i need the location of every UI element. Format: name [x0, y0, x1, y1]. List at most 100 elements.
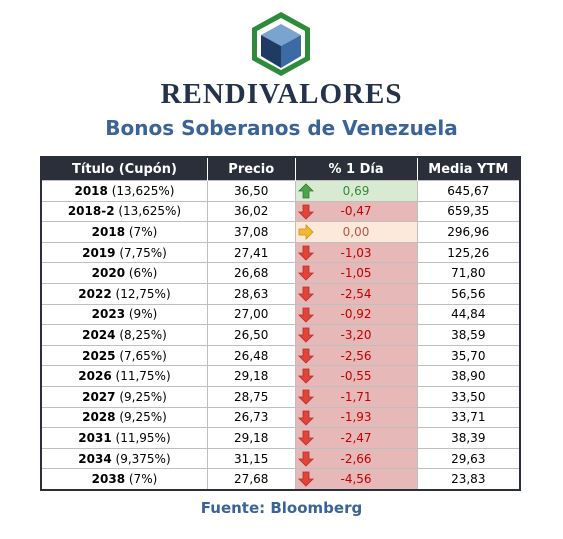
table-row: 2025 (7,65%) 26,48 -2,56 35,70: [40, 344, 521, 367]
precio-cell: 29,18: [206, 427, 296, 449]
bond-name-cell: 2024 (8,25%): [40, 324, 208, 346]
arrow-down-icon: [297, 430, 314, 446]
change-value: -0,47: [340, 204, 372, 219]
bond-year: 2020: [91, 266, 126, 281]
change-value: 0,69: [342, 183, 370, 198]
change-value: -2,47: [340, 430, 372, 445]
change-value: -1,71: [340, 389, 372, 404]
precio-cell: 26,73: [206, 406, 296, 429]
bond-year: 2018: [91, 224, 126, 239]
arrow-down-icon: [297, 327, 314, 343]
media-ytm-cell: 645,67: [416, 180, 521, 202]
bond-year: 2024: [82, 327, 116, 342]
change-value: -3,20: [340, 327, 372, 342]
media-ytm-cell: 35,70: [416, 344, 521, 367]
bond-name-cell: 2028 (9,25%): [40, 406, 208, 429]
change-cell: -1,93: [294, 406, 418, 429]
bond-coupon: (13,625%): [114, 204, 182, 219]
table-row: 2018 (7%) 37,08 0,00 296,96: [40, 221, 521, 243]
change-cell: -4,56: [294, 468, 418, 491]
bond-year: 2027: [82, 389, 116, 404]
bond-coupon: (9%): [125, 307, 158, 322]
bond-name-cell: 2023 (9%): [40, 303, 208, 326]
change-value: -1,93: [340, 410, 372, 425]
bond-year: 2031: [78, 430, 112, 445]
bond-name-cell: 2038 (7%): [40, 468, 208, 491]
header-cambio: % 1 Día: [294, 157, 418, 181]
brand-name: RENDIVALORES: [160, 78, 403, 110]
table-row: 2020 (6%) 26,68 -1,05 71,80: [40, 262, 521, 284]
table-row: 2028 (9,25%) 26,73 -1,93 33,71: [40, 406, 521, 429]
bond-name-cell: 2034 (9,375%): [40, 447, 208, 470]
change-cell: 0,69: [294, 180, 418, 202]
arrow-down-icon: [297, 204, 314, 220]
bond-name-cell: 2027 (9,25%): [40, 385, 208, 408]
table-row: 2019 (7,75%) 27,41 -1,03 125,26: [40, 241, 521, 264]
table-row: 2026 (11,75%) 29,18 -0,55 38,90: [40, 365, 521, 387]
table-row: 2024 (8,25%) 26,50 -3,20 38,59: [40, 324, 521, 346]
table-row: 2031 (11,95%) 29,18 -2,47 38,39: [40, 427, 521, 449]
change-value: -2,66: [340, 451, 372, 466]
bond-name-cell: 2018 (7%): [40, 221, 208, 243]
bond-coupon: (7,65%): [115, 348, 167, 363]
change-cell: -1,05: [294, 262, 418, 284]
change-value: -0,92: [340, 307, 372, 322]
table-row: 2018 (13,625%) 36,50 0,69 645,67: [40, 180, 521, 202]
table-row: 2034 (9,375%) 31,15 -2,66 29,63: [40, 447, 521, 470]
bond-name-cell: 2031 (11,95%): [40, 427, 208, 449]
precio-cell: 29,18: [206, 365, 296, 387]
header-titulo: Título (Cupón): [41, 157, 208, 181]
precio-cell: 27,00: [206, 303, 296, 326]
change-cell: -1,71: [294, 385, 418, 408]
bond-year: 2022: [78, 286, 112, 301]
precio-cell: 26,68: [206, 262, 296, 284]
header-precio: Precio: [206, 157, 296, 181]
arrow-up-icon: [297, 183, 314, 199]
arrow-down-icon: [297, 471, 314, 487]
media-ytm-cell: 38,90: [416, 365, 521, 387]
table-row: 2027 (9,25%) 28,75 -1,71 33,50: [40, 385, 521, 408]
arrow-down-icon: [297, 368, 314, 384]
bond-name-cell: 2019 (7,75%): [40, 241, 208, 264]
table-row: 2022 (12,75%) 28,63 -2,54 56,56: [40, 282, 521, 305]
precio-cell: 26,48: [206, 344, 296, 367]
table-row: 2038 (7%) 27,68 -4,56 23,83: [40, 468, 521, 491]
page-title: Bonos Soberanos de Venezuela: [105, 116, 458, 140]
media-ytm-cell: 659,35: [416, 200, 521, 223]
bond-coupon: (9,25%): [115, 410, 167, 425]
bond-coupon: (12,75%): [111, 286, 171, 301]
media-ytm-cell: 38,59: [416, 324, 521, 346]
precio-cell: 28,75: [206, 385, 296, 408]
bond-coupon: (7%): [125, 224, 158, 239]
bond-coupon: (7,75%): [115, 245, 167, 260]
media-ytm-cell: 44,84: [416, 303, 521, 326]
change-value: -0,55: [340, 369, 372, 384]
change-cell: -0,47: [294, 200, 418, 223]
change-value: -2,54: [340, 286, 372, 301]
bond-name-cell: 2018 (13,625%): [40, 180, 208, 202]
arrow-down-icon: [297, 451, 314, 467]
precio-cell: 31,15: [206, 447, 296, 470]
table-row: 2023 (9%) 27,00 -0,92 44,84: [40, 303, 521, 326]
media-ytm-cell: 71,80: [416, 262, 521, 284]
change-cell: 0,00: [294, 221, 418, 243]
arrow-down-icon: [297, 410, 314, 426]
media-ytm-cell: 23,83: [416, 468, 521, 491]
precio-cell: 36,50: [206, 180, 296, 202]
bond-coupon: (7%): [125, 472, 158, 487]
arrow-right-icon: [298, 224, 314, 241]
bond-year: 2038: [91, 472, 126, 487]
header-media-ytm: Media YTM: [416, 157, 520, 181]
bond-year: 2034: [78, 451, 112, 466]
table-header-row: Título (Cupón) Precio % 1 Día Media YTM: [41, 157, 520, 181]
bond-coupon: (9,375%): [111, 451, 171, 466]
arrow-down-icon: [297, 348, 314, 364]
media-ytm-cell: 296,96: [416, 221, 521, 243]
change-cell: -2,47: [294, 427, 418, 449]
bond-year: 2026: [78, 369, 112, 384]
precio-cell: 28,63: [206, 282, 296, 305]
media-ytm-cell: 33,71: [416, 406, 521, 429]
bond-name-cell: 2020 (6%): [40, 262, 208, 284]
bonds-table: Título (Cupón) Precio % 1 Día Media YTM …: [40, 156, 521, 491]
bond-name-cell: 2025 (7,65%): [40, 344, 208, 367]
